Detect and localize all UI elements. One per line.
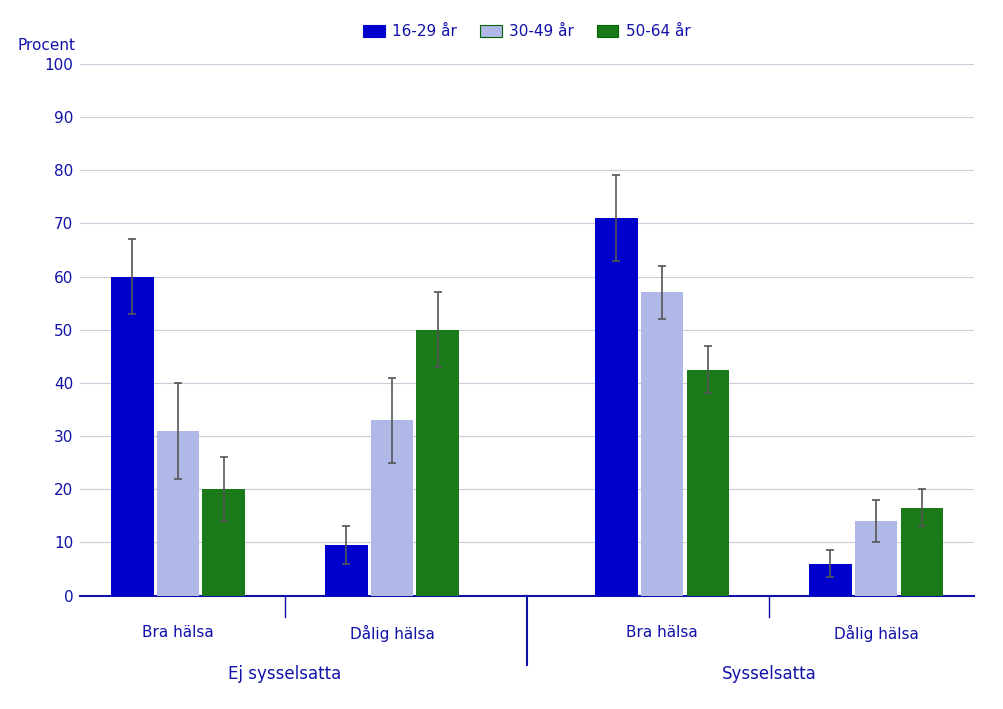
Bar	[416, 330, 458, 596]
Text: Sysselsatta: Sysselsatta	[721, 665, 815, 683]
Bar	[111, 277, 153, 596]
Bar	[855, 521, 897, 596]
Text: Bra hälsa: Bra hälsa	[142, 625, 214, 640]
Bar	[370, 420, 413, 596]
Bar	[808, 564, 851, 596]
Text: Dålig hälsa: Dålig hälsa	[349, 625, 434, 642]
Bar	[203, 489, 245, 596]
Text: Dålig hälsa: Dålig hälsa	[832, 625, 918, 642]
Bar	[156, 430, 199, 596]
Text: Procent: Procent	[18, 38, 75, 53]
Text: Ej sysselsatta: Ej sysselsatta	[228, 665, 341, 683]
Bar	[900, 508, 942, 596]
Text: Bra hälsa: Bra hälsa	[626, 625, 697, 640]
Legend: 16-29 år, 30-49 år, 50-64 år: 16-29 år, 30-49 år, 50-64 år	[357, 18, 696, 45]
Bar	[325, 545, 367, 596]
Bar	[686, 369, 728, 596]
Bar	[640, 292, 683, 596]
Bar	[595, 218, 637, 596]
